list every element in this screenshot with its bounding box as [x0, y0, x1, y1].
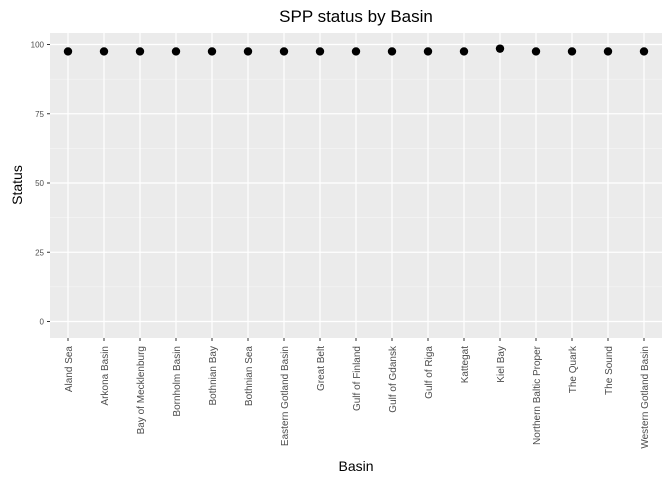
x-tick-label: Bay of Mecklenburg: [136, 346, 147, 434]
grid: [50, 33, 662, 338]
x-tick-label: The Sound: [604, 346, 615, 395]
x-tick-label: Bornholm Basin: [172, 346, 183, 417]
data-point: [207, 47, 217, 56]
data-point: [99, 47, 109, 56]
data-point: [459, 47, 469, 56]
y-tick-label: 25: [35, 248, 44, 257]
points: [63, 44, 649, 56]
data-point: [531, 47, 541, 56]
x-tick-label: Bothnian Sea: [244, 346, 255, 406]
x-tick-label: The Quark: [568, 345, 579, 393]
data-point: [603, 47, 613, 56]
y-axis: 0 25 50 75 100: [31, 41, 50, 327]
x-tick-label: Kiel Bay: [496, 346, 507, 383]
x-tick-label: Arkona Basin: [100, 346, 111, 405]
x-tick-label: Great Belt: [316, 346, 327, 391]
data-point: [171, 47, 181, 56]
x-tick-label: Bothnian Bay: [208, 346, 219, 406]
data-point: [495, 44, 505, 53]
data-point: [315, 47, 325, 56]
data-point: [639, 47, 649, 56]
x-tick-label: Eastern Gotland Basin: [280, 346, 291, 446]
data-point: [63, 47, 73, 56]
x-axis: Aland Sea Arkona Basin Bay of Mecklenburg B…: [64, 338, 651, 449]
data-point: [243, 47, 253, 56]
x-tick-label: Kattegat: [460, 346, 471, 383]
y-tick-label: 75: [35, 110, 44, 119]
x-tick-label: Aland Sea: [64, 346, 75, 393]
data-point: [351, 47, 361, 56]
y-tick-label: 100: [31, 41, 45, 50]
y-tick-label: 0: [40, 318, 45, 327]
data-point: [279, 47, 289, 56]
data-point: [567, 47, 577, 56]
y-axis-title: Status: [9, 165, 25, 205]
chart-title: SPP status by Basin: [279, 7, 433, 26]
x-tick-label: Northern Baltic Proper: [532, 345, 543, 445]
data-point: [387, 47, 397, 56]
x-tick-label: Gulf of Riga: [424, 346, 435, 399]
x-tick-label: Gulf of Gdansk: [388, 345, 399, 413]
x-tick-label: Western Gotland Basin: [640, 346, 651, 449]
data-point: [135, 47, 145, 56]
data-point: [423, 47, 433, 56]
x-axis-title: Basin: [338, 458, 373, 474]
y-tick-label: 50: [35, 179, 44, 188]
x-tick-label: Gulf of Finland: [352, 346, 363, 411]
